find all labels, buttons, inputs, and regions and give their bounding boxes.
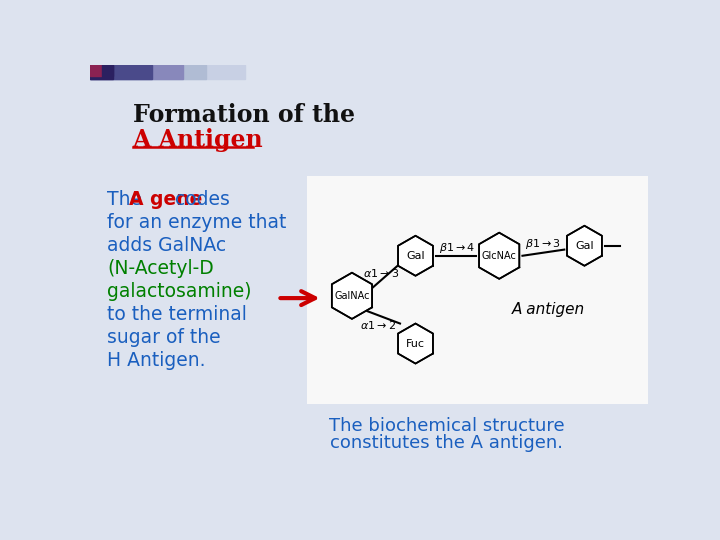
- Bar: [90, 65, 245, 79]
- Text: $\beta$1$\rightarrow$3: $\beta$1$\rightarrow$3: [526, 237, 562, 251]
- Text: codes: codes: [169, 190, 230, 208]
- Text: Formation of the: Formation of the: [132, 103, 355, 127]
- Text: The biochemical structure: The biochemical structure: [329, 417, 564, 435]
- Polygon shape: [398, 323, 433, 363]
- Text: adds GalNAc: adds GalNAc: [107, 236, 226, 255]
- Bar: [90, 65, 206, 79]
- Text: $\alpha$1$\rightarrow$3: $\alpha$1$\rightarrow$3: [363, 267, 399, 279]
- Text: $\beta$1$\rightarrow$4: $\beta$1$\rightarrow$4: [439, 241, 475, 255]
- Text: Gal: Gal: [406, 251, 425, 261]
- Bar: [307, 177, 648, 403]
- Bar: [90, 65, 152, 79]
- Text: (N-Acetyl-D: (N-Acetyl-D: [107, 259, 214, 278]
- Polygon shape: [567, 226, 602, 266]
- Text: The: The: [107, 190, 148, 208]
- Text: for an enzyme that: for an enzyme that: [107, 213, 287, 232]
- Text: GlcNAc: GlcNAc: [482, 251, 517, 261]
- Bar: [90, 65, 101, 76]
- Text: Fuc: Fuc: [406, 339, 425, 348]
- Text: sugar of the: sugar of the: [107, 328, 220, 347]
- Text: to the terminal: to the terminal: [107, 305, 247, 324]
- Text: $\alpha$1$\rightarrow$2: $\alpha$1$\rightarrow$2: [360, 319, 396, 331]
- Bar: [90, 65, 183, 79]
- Bar: [90, 65, 113, 79]
- Text: H Antigen.: H Antigen.: [107, 351, 205, 370]
- Text: A antigen: A antigen: [512, 302, 585, 317]
- Text: A gene: A gene: [129, 190, 202, 208]
- Text: GalNAc: GalNAc: [334, 291, 369, 301]
- Text: galactosamine): galactosamine): [107, 282, 251, 301]
- Polygon shape: [398, 236, 433, 276]
- Polygon shape: [479, 233, 519, 279]
- Polygon shape: [332, 273, 372, 319]
- Text: A Antigen: A Antigen: [132, 128, 264, 152]
- Bar: [90, 65, 648, 79]
- Text: constitutes the A antigen.: constitutes the A antigen.: [330, 434, 563, 453]
- Text: Gal: Gal: [575, 241, 594, 251]
- Bar: [102, 65, 113, 76]
